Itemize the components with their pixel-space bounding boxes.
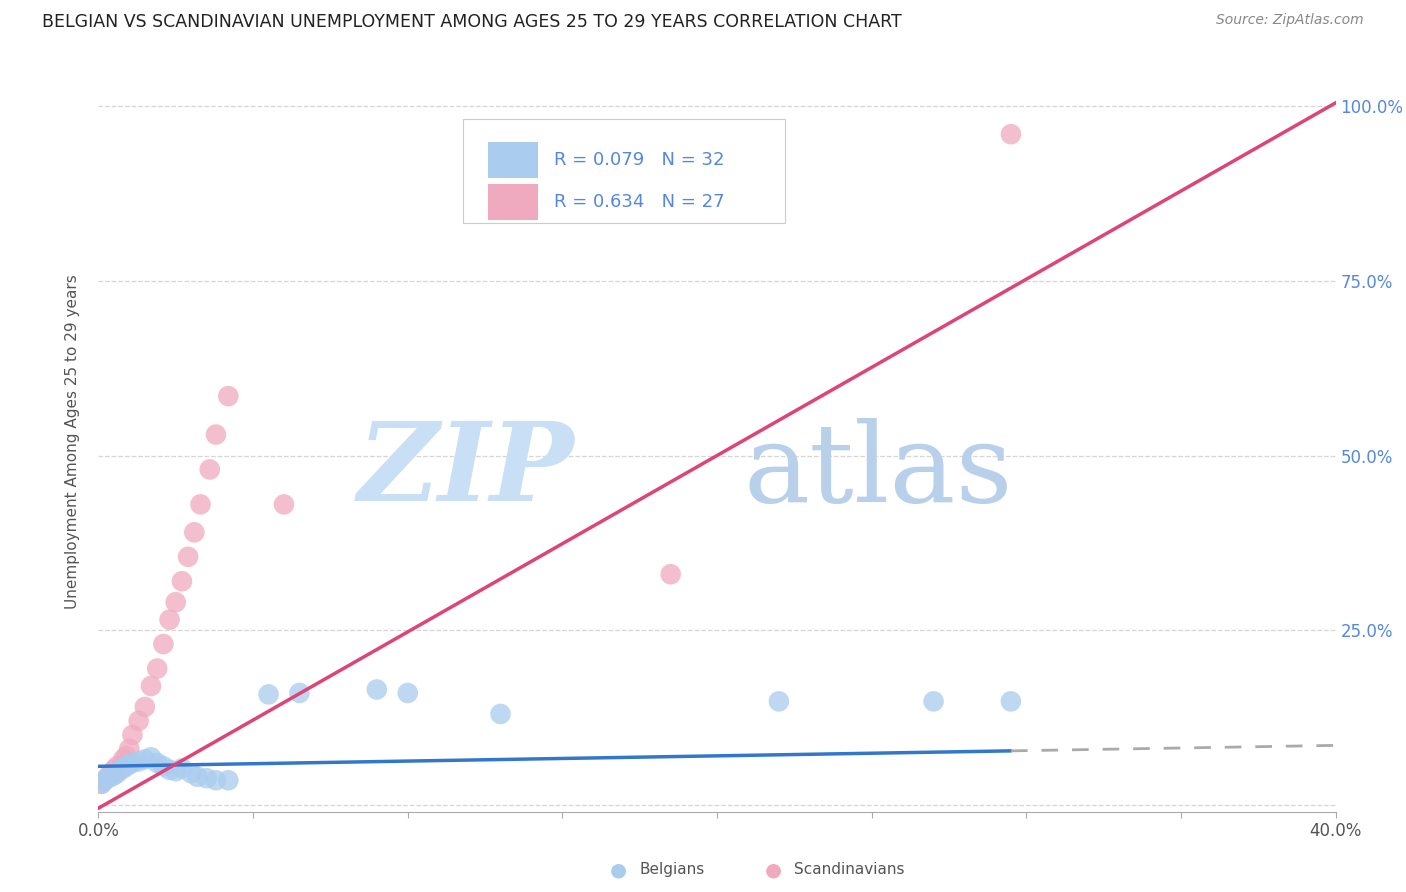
Text: atlas: atlas xyxy=(744,417,1012,524)
Point xyxy=(1000,694,1022,708)
Point xyxy=(90,777,112,791)
Point xyxy=(128,714,150,728)
Point xyxy=(115,748,138,763)
Point xyxy=(97,771,120,785)
Point xyxy=(112,761,135,775)
Point xyxy=(366,682,388,697)
Point xyxy=(170,574,193,589)
Point xyxy=(198,462,221,476)
Point xyxy=(118,742,141,756)
Point xyxy=(105,766,128,780)
Point xyxy=(159,613,181,627)
Point xyxy=(922,694,945,708)
Point xyxy=(195,771,218,785)
Point xyxy=(146,756,169,770)
Point xyxy=(273,497,295,511)
Text: Belgians: Belgians xyxy=(640,863,704,877)
Y-axis label: Unemployment Among Ages 25 to 29 years: Unemployment Among Ages 25 to 29 years xyxy=(65,274,80,609)
Point xyxy=(165,764,187,779)
Point xyxy=(190,497,212,511)
Point xyxy=(180,766,202,780)
Point xyxy=(90,777,112,791)
Point xyxy=(183,525,205,540)
Text: Source: ZipAtlas.com: Source: ZipAtlas.com xyxy=(1216,13,1364,28)
Point xyxy=(139,750,162,764)
Text: R = 0.634   N = 27: R = 0.634 N = 27 xyxy=(554,193,724,211)
Point xyxy=(165,595,187,609)
Point xyxy=(288,686,311,700)
Point xyxy=(217,773,239,788)
FancyBboxPatch shape xyxy=(488,142,537,178)
Point xyxy=(177,549,200,564)
Point xyxy=(128,755,150,769)
Point xyxy=(205,773,228,788)
Point xyxy=(170,761,193,775)
Point xyxy=(105,759,128,773)
Point xyxy=(121,756,143,770)
Point xyxy=(396,686,419,700)
Point xyxy=(186,770,208,784)
Point xyxy=(100,766,122,780)
Text: ZIP: ZIP xyxy=(359,417,575,524)
Point xyxy=(1000,127,1022,141)
Point xyxy=(103,768,125,782)
Point xyxy=(146,661,169,675)
Text: R = 0.079   N = 32: R = 0.079 N = 32 xyxy=(554,151,724,169)
Point xyxy=(257,687,280,701)
Point xyxy=(112,752,135,766)
Point xyxy=(139,679,162,693)
Point xyxy=(152,637,174,651)
Point xyxy=(118,757,141,772)
Text: ●: ● xyxy=(610,860,627,880)
Text: ●: ● xyxy=(765,860,782,880)
Point xyxy=(97,770,120,784)
FancyBboxPatch shape xyxy=(488,185,537,219)
Point xyxy=(489,706,512,721)
Point xyxy=(103,763,125,777)
Text: Scandinavians: Scandinavians xyxy=(794,863,905,877)
Point xyxy=(768,694,790,708)
Point xyxy=(115,759,138,773)
FancyBboxPatch shape xyxy=(464,120,785,223)
Text: BELGIAN VS SCANDINAVIAN UNEMPLOYMENT AMONG AGES 25 TO 29 YEARS CORRELATION CHART: BELGIAN VS SCANDINAVIAN UNEMPLOYMENT AMO… xyxy=(42,13,901,31)
Point xyxy=(159,763,181,777)
Point xyxy=(134,752,156,766)
Point xyxy=(100,770,122,784)
Point xyxy=(93,773,115,788)
Point xyxy=(108,763,131,777)
Point xyxy=(134,700,156,714)
Point xyxy=(93,773,115,788)
Point xyxy=(121,728,143,742)
Point xyxy=(659,567,682,582)
Point xyxy=(217,389,239,403)
Point xyxy=(205,427,228,442)
Point xyxy=(152,759,174,773)
